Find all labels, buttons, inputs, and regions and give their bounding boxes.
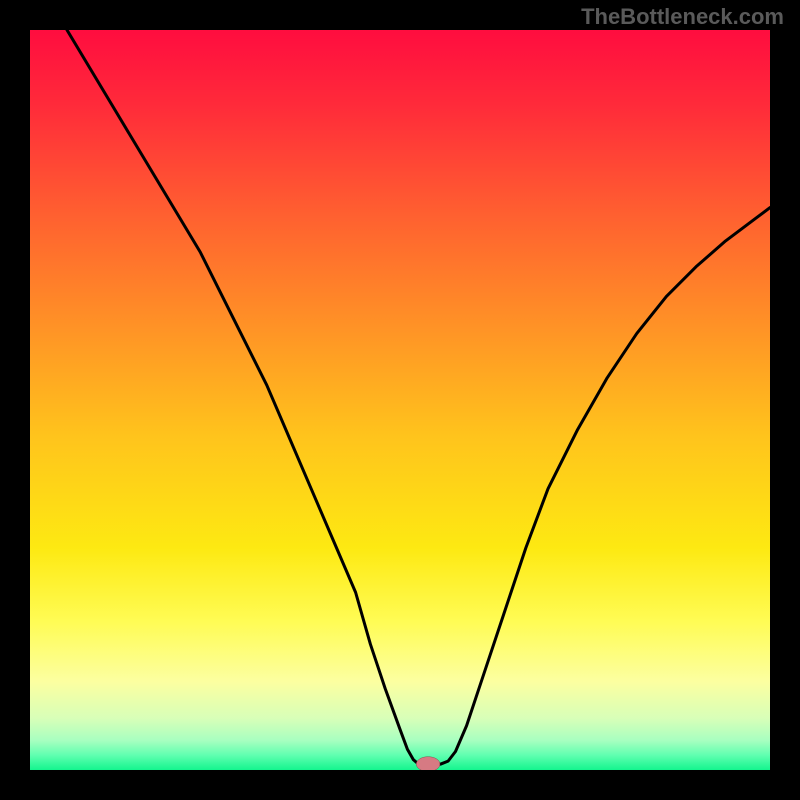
chart-svg <box>30 30 770 770</box>
watermark-text: TheBottleneck.com <box>581 4 784 30</box>
plot-area <box>30 30 770 770</box>
optimal-marker <box>416 757 440 770</box>
chart-background <box>30 30 770 770</box>
chart-container: TheBottleneck.com <box>0 0 800 800</box>
